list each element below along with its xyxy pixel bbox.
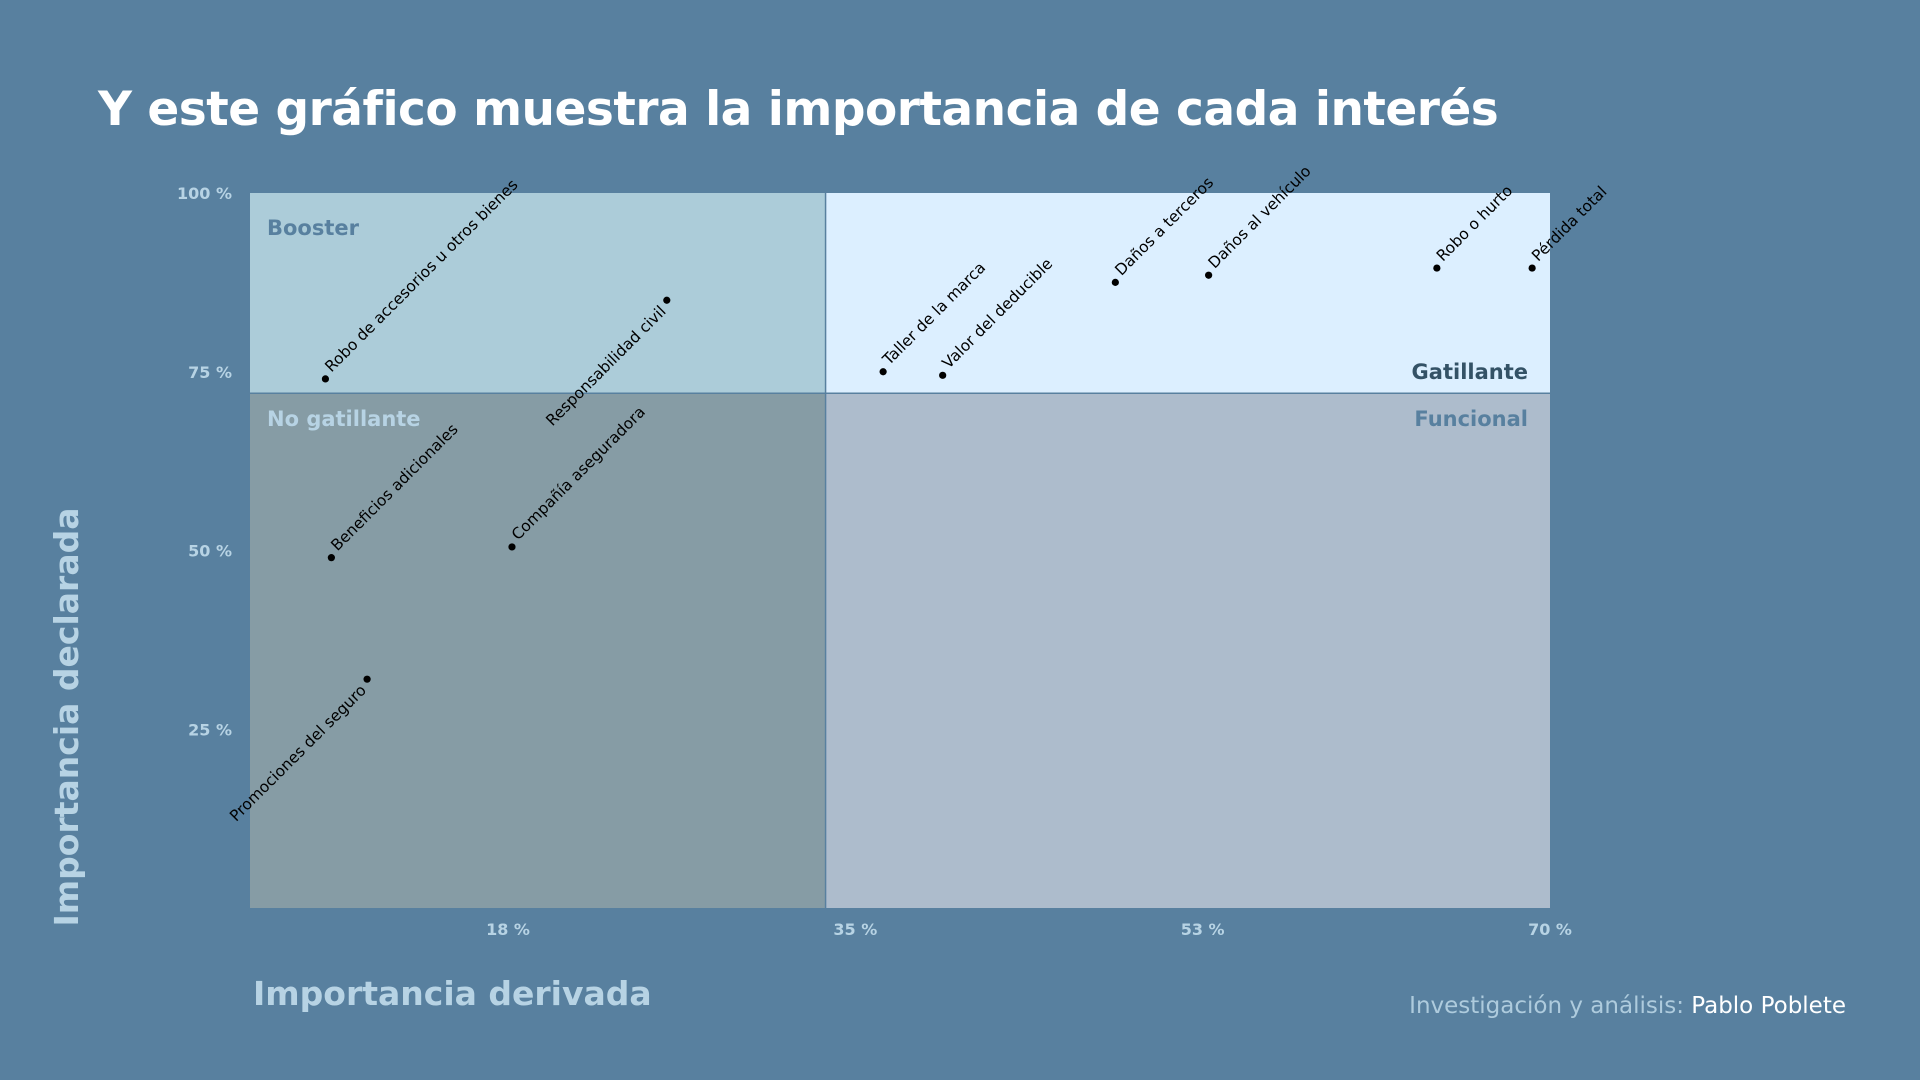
y-tick-label: 75 % [188, 363, 232, 382]
tick-layer: 25 % 50 % 75 % 100 % 18 % 35 % 53 % 70 % [177, 184, 1572, 939]
data-point [1433, 264, 1441, 272]
quadrant-label-funcional: Funcional [1414, 407, 1528, 431]
x-axis-label: Importancia derivada [253, 974, 652, 1013]
quadrant-funcional [825, 393, 1550, 908]
x-tick-label: 53 % [1181, 920, 1225, 939]
data-point [939, 371, 947, 379]
data-point [879, 368, 887, 376]
credit-author: Pablo Poblete [1691, 993, 1846, 1019]
y-tick-label: 50 % [188, 542, 232, 561]
data-point [663, 296, 671, 304]
data-point [508, 543, 516, 551]
data-point [1528, 264, 1536, 272]
data-point [327, 554, 335, 562]
quadrant-no-gatillante [250, 393, 826, 908]
quadrant-gatillante [825, 193, 1550, 394]
x-tick-label: 70 % [1528, 920, 1572, 939]
page-title: Y este gráfico muestra la importancia de… [98, 82, 1499, 137]
quadrant-label-booster: Booster [267, 216, 360, 240]
x-tick-label: 35 % [833, 920, 877, 939]
quadrant-layer: Booster Gatillante No gatillante Funcional [250, 193, 1550, 908]
data-point [1111, 278, 1119, 286]
credit-prefix: Investigación y análisis: [1409, 993, 1684, 1019]
credit-line: Investigación y análisis: Pablo Poblete [1409, 993, 1846, 1019]
data-point [363, 675, 371, 683]
quadrant-label-no-gatillante: No gatillante [267, 407, 421, 431]
y-tick-label: 100 % [177, 184, 232, 203]
data-point [321, 375, 330, 383]
data-point [1205, 271, 1213, 279]
quadrant-booster [250, 193, 826, 394]
y-tick-label: 25 % [188, 720, 232, 739]
quadrant-label-gatillante: Gatillante [1412, 360, 1528, 384]
y-axis-label: Importancia declarada [47, 508, 86, 927]
x-tick-label: 18 % [486, 920, 530, 939]
